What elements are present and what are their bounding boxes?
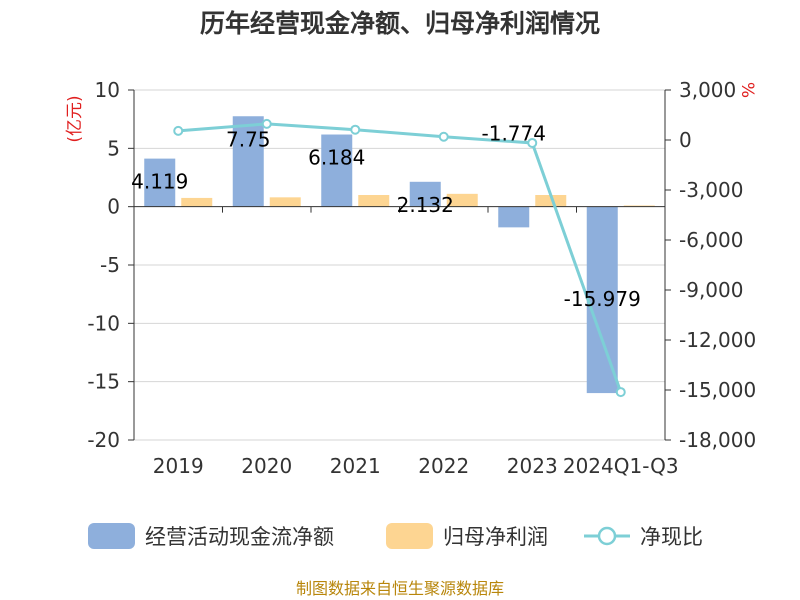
ratio-point (438, 131, 449, 142)
ratio-point (350, 124, 361, 135)
left-tick-label: -5 (100, 253, 120, 277)
net-profit-bar (269, 197, 301, 207)
ratio-polyline (178, 122, 623, 393)
cashflow-data-label: 6.184 (308, 146, 365, 170)
left-tick-label: -20 (87, 428, 120, 452)
ratio-line (173, 118, 626, 398)
net-profit-bar (623, 205, 655, 207)
source-note: 制图数据来自恒生聚源数据库 (296, 579, 504, 598)
left-tick-label: 0 (107, 195, 120, 219)
bar-marks (144, 116, 655, 394)
legend-swatch-ratio-marker (597, 526, 617, 546)
gridlines (134, 89, 665, 441)
cashflow-data-label: -1.774 (482, 121, 546, 145)
cashflow-bar (144, 158, 176, 207)
cashflow-data-label: 4.119 (131, 170, 188, 194)
net-profit-bar (446, 193, 478, 207)
category-label: 2024Q1-Q3 (563, 454, 679, 478)
legend-swatch-net-profit (386, 523, 433, 549)
legend-swatch-cashflow (88, 523, 135, 549)
category-label: 2021 (330, 454, 381, 478)
right-tick-label: -12,000 (679, 328, 756, 352)
category-label: 2022 (418, 454, 469, 478)
left-tick-label: -10 (87, 311, 120, 335)
category-label: 2020 (241, 454, 292, 478)
right-tick-label: 0 (679, 128, 692, 152)
category-label: 2023 (507, 454, 558, 478)
net-profit-bar (535, 195, 567, 207)
right-tick-label: -9,000 (679, 278, 743, 302)
legend-label-ratio: 净现比 (640, 525, 703, 549)
right-tick-label: -3,000 (679, 178, 743, 202)
left-tick-label: 10 (95, 78, 120, 102)
axes: 10 5 0 -5 -10 -15 -20 3,000 0 -3,000 -6,000 -9,000 -… (87, 78, 756, 478)
cashflow-bar (409, 181, 441, 207)
ratio-point (615, 387, 626, 398)
legend-label-cashflow: 经营活动现金流净额 (145, 525, 334, 549)
right-tick-label: -18,000 (679, 428, 756, 452)
net-profit-bar (358, 195, 390, 207)
ratio-point (173, 125, 184, 136)
cashflow-bar (498, 206, 530, 228)
right-tick-label: -6,000 (679, 228, 743, 252)
cashflow-bar (321, 134, 353, 207)
data-labels: 4.119 7.75 6.184 2.132 -1.774 -15.979 (131, 121, 641, 311)
cashflow-data-label: 2.132 (397, 193, 454, 217)
category-label: 2019 (153, 454, 204, 478)
right-axis-unit: % (737, 82, 757, 98)
ratio-point (261, 118, 272, 129)
left-axis-unit: (亿元) (65, 95, 85, 142)
cashflow-data-label: 7.75 (226, 127, 271, 151)
chart-title: 历年经营现金净额、归母净利润情况 (200, 9, 600, 38)
right-tick-label: -15,000 (679, 378, 756, 402)
cashflow-bar (586, 206, 618, 394)
cashflow-bar (232, 116, 264, 207)
legend: 经营活动现金流净额 归母净利润 净现比 (88, 523, 703, 549)
ratio-point (527, 137, 538, 148)
net-profit-bar (181, 197, 213, 207)
cashflow-data-label: -15.979 (564, 287, 641, 311)
left-tick-label: 5 (107, 136, 120, 160)
left-tick-label: -15 (87, 370, 120, 394)
legend-label-net-profit: 归母净利润 (443, 525, 548, 549)
right-tick-label: 3,000 (679, 78, 736, 102)
